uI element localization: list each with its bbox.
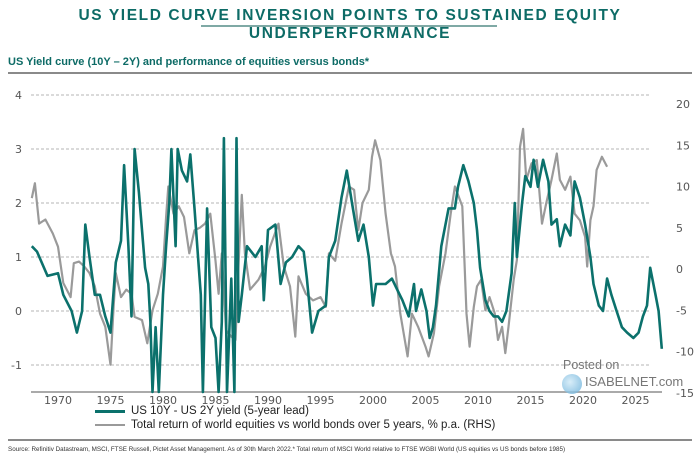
left-axis-tick-label: -1 (11, 359, 22, 372)
left-axis-tick-label: 4 (15, 89, 22, 102)
x-axis-tick-label: 2010 (464, 394, 492, 407)
x-axis-tick-label: 2020 (569, 394, 597, 407)
title-underline (201, 25, 497, 27)
legend-item-equities: Total return of world equities vs world … (95, 419, 495, 431)
right-axis-tick-label: 20 (676, 98, 690, 111)
x-axis-tick-label: 1975 (97, 394, 125, 407)
left-axis-tick-label: 1 (15, 251, 22, 264)
right-axis-tick-label: 0 (676, 263, 683, 276)
left-axis-tick-label: 3 (15, 143, 22, 156)
chart-subtitle: US Yield curve (10Y – 2Y) and performanc… (8, 56, 370, 68)
x-axis-tick-label: 1980 (149, 394, 177, 407)
right-axis-tick-label: -15 (676, 387, 694, 400)
left-axis-tick-label: 2 (15, 197, 22, 210)
x-axis-tick-label: 2005 (412, 394, 440, 407)
source-note: Source: Refinitiv Datastream, MSCI, FTSE… (8, 446, 566, 453)
right-axis-tick-label: 10 (676, 181, 690, 194)
legend-swatch-teal (95, 409, 125, 413)
globe-icon (562, 374, 582, 394)
page-title: US YIELD CURVE INVERSION POINTS TO SUSTA… (78, 7, 622, 42)
legend-label: Total return of world equities vs world … (131, 419, 496, 431)
x-axis-tick-label: 1995 (307, 394, 335, 407)
watermark-posted-on: Posted on (563, 358, 620, 372)
x-axis-tick-label: 1985 (202, 394, 230, 407)
divider-top (8, 72, 692, 74)
x-axis-tick-label: 2000 (359, 394, 387, 407)
watermark-site: ISABELNET.com (585, 374, 684, 389)
x-axis-tick-label: 2015 (517, 394, 545, 407)
right-axis-tick-label: 15 (676, 139, 690, 152)
series-line-yield-curve (30, 136, 664, 394)
divider-bottom (8, 439, 692, 441)
series-line-equities-vs-bonds (30, 127, 609, 366)
x-axis-tick-label: 2025 (622, 394, 650, 407)
right-axis-tick-label: 5 (676, 222, 683, 235)
legend-label: US 10Y - US 2Y yield (5-year lead) (131, 405, 309, 417)
x-axis-tick-label: 1990 (254, 394, 282, 407)
legend-swatch-gray (95, 424, 125, 426)
right-axis-tick-label: -5 (676, 304, 687, 317)
left-axis-tick-label: 0 (15, 305, 22, 318)
x-axis-tick-label: 1970 (44, 394, 72, 407)
right-axis-tick-label: -10 (676, 346, 694, 359)
legend-item-yield: US 10Y - US 2Y yield (5-year lead) (95, 405, 309, 417)
